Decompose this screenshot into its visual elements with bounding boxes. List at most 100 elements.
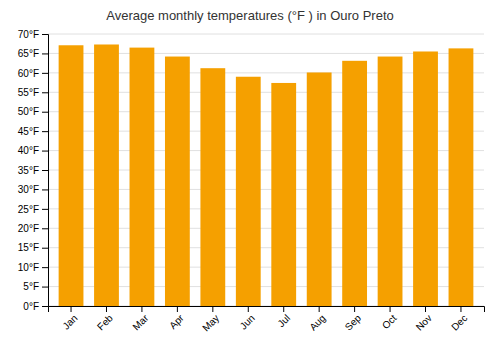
y-tick: 55°F (18, 87, 48, 98)
tick-label: 20°F (18, 223, 39, 234)
tick-label: Jun (238, 312, 257, 331)
tick-label: Sep (343, 312, 364, 333)
tick-mark (283, 306, 284, 312)
tick-label: Mar (130, 312, 150, 332)
tick-label: 55°F (18, 87, 39, 98)
x-tick: Jul (275, 306, 292, 329)
y-tick: 30°F (18, 184, 48, 195)
tick-mark (460, 306, 461, 312)
tick-mark (42, 209, 48, 210)
tick-mark (390, 306, 391, 312)
tick-mark (42, 228, 48, 229)
bar (378, 57, 403, 306)
y-tick: 35°F (18, 165, 48, 176)
tick-label: Aug (307, 312, 327, 332)
y-tick: 25°F (18, 204, 48, 215)
x-tick: May (200, 306, 221, 334)
tick-mark (42, 112, 48, 113)
x-tick: Feb (95, 306, 115, 332)
x-tick: Mar (130, 306, 150, 332)
bar (200, 68, 225, 306)
tick-mark (319, 306, 320, 312)
title: Average monthly temperatures (°F ) in Ou… (106, 8, 393, 23)
x-tick: Jan (60, 306, 79, 332)
bar (236, 77, 261, 306)
tick-label: 40°F (18, 145, 39, 156)
bar (413, 51, 438, 306)
y-tick: 5°F (23, 281, 48, 292)
bars (59, 44, 474, 306)
tick-label: 25°F (18, 204, 39, 215)
bar (271, 83, 296, 306)
tick-label: 45°F (18, 126, 39, 137)
bar (130, 48, 155, 306)
bar (94, 44, 119, 306)
y-tick: 10°F (18, 262, 48, 273)
plot: 0°F 5°F 10°F 15°F 20°F 25°F 30°F 35°F 40°F 45°F 50… (18, 29, 485, 334)
tick-label: Apr (167, 312, 186, 331)
tick-mark (42, 53, 48, 54)
x-tick: Sep (343, 306, 364, 333)
y-tick: 60°F (18, 68, 48, 79)
tick-mark (42, 131, 48, 132)
tick-label: Jan (60, 312, 79, 331)
tick-mark (42, 248, 48, 249)
bar (59, 45, 84, 306)
y-tick: 0°F (23, 301, 48, 312)
y-tick: 15°F (18, 242, 48, 253)
tick-mark (177, 306, 178, 312)
x-tick: Aug (307, 306, 327, 333)
tick-label: Nov (414, 312, 434, 332)
tick-label: 65°F (18, 48, 39, 59)
tick-mark (42, 34, 48, 35)
tick-mark (425, 306, 426, 312)
tick-label: 50°F (18, 106, 39, 117)
axis-line (42, 35, 49, 307)
tick-label: 10°F (18, 262, 39, 273)
tick-mark (42, 189, 48, 190)
tick-mark (141, 306, 142, 312)
tick-label: 60°F (18, 68, 39, 79)
tick-mark (42, 306, 48, 307)
y-tick: 20°F (18, 223, 48, 234)
tick-mark (42, 267, 48, 268)
tick-mark (42, 170, 48, 171)
y-tick: 70°F (18, 29, 48, 40)
tick-mark (106, 306, 107, 312)
tick-label: 5°F (23, 281, 39, 292)
x-tick: Dec (449, 306, 469, 333)
bar (449, 48, 474, 306)
x-tick: Apr (167, 306, 186, 331)
tick-label: Jul (275, 312, 292, 329)
tick-mark (71, 306, 72, 312)
tick-mark (42, 73, 48, 74)
tick-label: 0°F (23, 301, 39, 312)
x-tick: Oct (380, 306, 399, 331)
tick-label: 30°F (18, 184, 39, 195)
bar (307, 72, 332, 306)
tick-mark (354, 306, 355, 312)
tick-mark (212, 306, 213, 312)
tick-label: May (200, 312, 221, 333)
axis-line (49, 307, 485, 313)
grid (48, 34, 484, 306)
grid-line (48, 34, 484, 35)
y-axis: 0°F 5°F 10°F 15°F 20°F 25°F 30°F 35°F 40°F 45°F 50… (18, 29, 49, 312)
tick-label: 70°F (18, 29, 39, 40)
x-tick: Nov (414, 306, 434, 333)
bar (165, 57, 190, 306)
tick-label: 15°F (18, 242, 39, 253)
tick-label: Feb (95, 312, 115, 332)
tick-mark (42, 151, 48, 152)
tick-mark (248, 306, 249, 312)
tick-label: 35°F (18, 165, 39, 176)
y-tick: 65°F (18, 48, 48, 59)
x-tick: Jun (238, 306, 257, 332)
bar (342, 61, 367, 306)
tick-label: Oct (380, 312, 399, 331)
x-axis: Jan Feb Mar Apr May Jun Jul Aug Sep Oct Nov Dec (49, 306, 485, 334)
y-tick: 40°F (18, 145, 48, 156)
y-tick: 50°F (18, 106, 48, 117)
chart: Average monthly temperatures (°F ) in Ou… (0, 0, 500, 350)
tick-mark (42, 92, 48, 93)
